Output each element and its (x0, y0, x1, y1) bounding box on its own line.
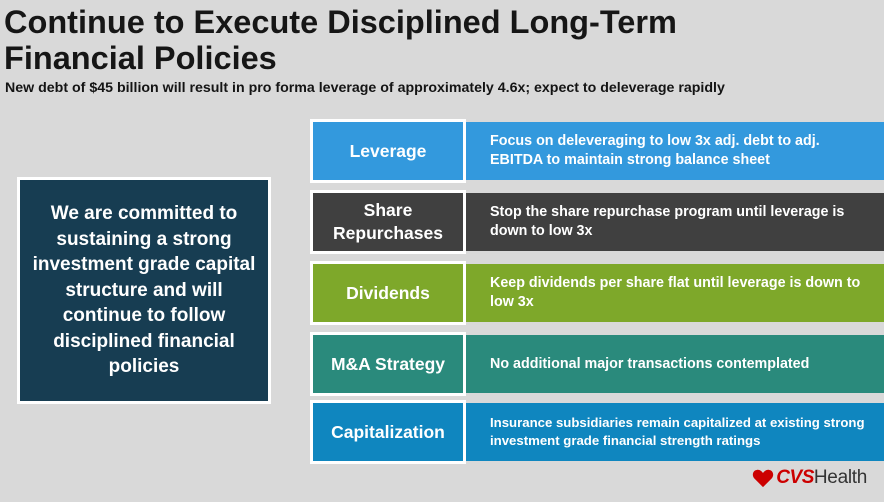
policy-label: Dividends (310, 261, 466, 325)
policy-description: Focus on deleveraging to low 3x adj. deb… (464, 122, 884, 180)
policy-row-share-repurchases: Stop the share repurchase program until … (310, 190, 884, 254)
policy-description: Insurance subsidiaries remain capitalize… (464, 403, 884, 461)
policy-label: Capitalization (310, 400, 466, 464)
policy-row-ma-strategy: No additional major transactions contemp… (310, 332, 884, 396)
policy-row-dividends: Keep dividends per share flat until leve… (310, 261, 884, 325)
cvs-health-logo: CVS Health (752, 466, 867, 490)
policy-label: M&A Strategy (310, 332, 466, 396)
policy-description: Keep dividends per share flat until leve… (464, 264, 884, 322)
subtitle: New debt of $45 billion will result in p… (5, 80, 725, 96)
title-line-2: Financial Policies (4, 40, 277, 76)
logo-brand: CVS (776, 467, 814, 488)
logo-suffix: Health (813, 467, 867, 488)
policy-row-capitalization: Insurance subsidiaries remain capitalize… (310, 400, 884, 464)
policy-description: Stop the share repurchase program until … (464, 193, 884, 251)
title-line-1: Continue to Execute Disciplined Long-Ter… (4, 4, 677, 40)
policy-label: Leverage (310, 119, 466, 183)
page-title: Continue to Execute Disciplined Long-Ter… (4, 4, 864, 76)
policy-label: Share Repurchases (310, 190, 466, 254)
policy-description: No additional major transactions contemp… (464, 335, 884, 393)
commitment-callout: We are committed to sustaining a strong … (17, 177, 271, 404)
policy-row-leverage: Focus on deleveraging to low 3x adj. deb… (310, 119, 884, 183)
heart-icon (753, 469, 774, 488)
